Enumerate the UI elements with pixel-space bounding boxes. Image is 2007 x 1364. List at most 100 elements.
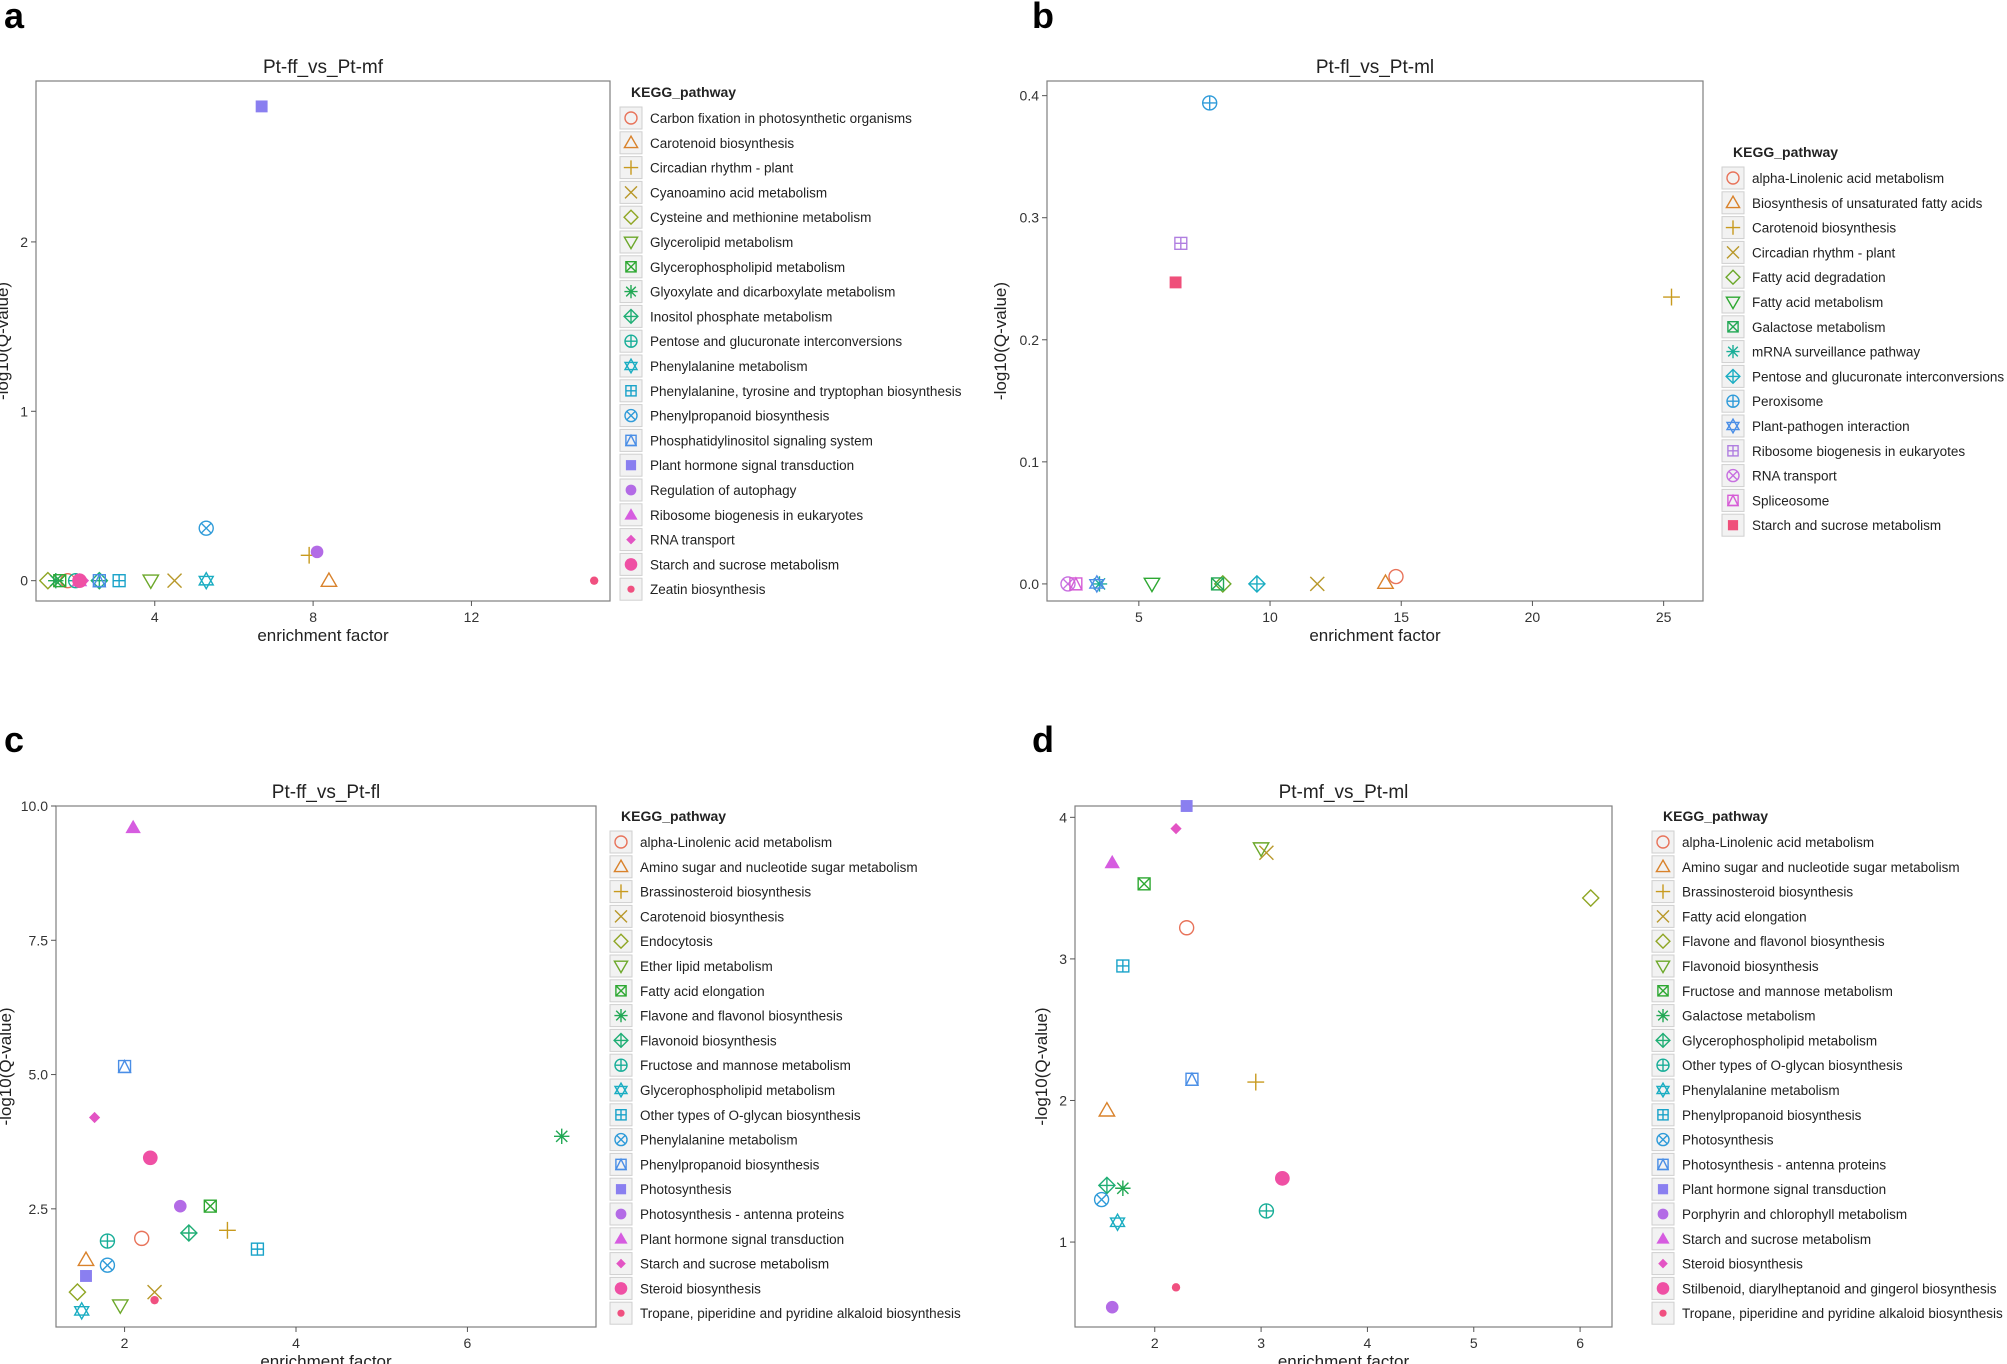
data-point [72, 573, 87, 589]
legend-label: Phosphatidylinositol signaling system [650, 433, 873, 448]
legend-item: alpha-Linolenic acid metabolism [1721, 166, 1944, 190]
legend-label: Glycerolipid metabolism [650, 235, 793, 250]
data-point [1376, 573, 1395, 589]
legend-item: Fatty acid elongation [1651, 904, 1807, 928]
legend-label: mRNA surveillance pathway [1752, 345, 1920, 360]
data-point [1097, 1101, 1116, 1117]
legend-label: Other types of O-glycan biosynthesis [1682, 1058, 1903, 1073]
legend-item: Fatty acid degradation [1721, 265, 1886, 289]
chart-title: Pt-mf_vs_Pt-ml [1279, 782, 1409, 803]
legend-label: Zeatin biosynthesis [650, 582, 766, 597]
legend-label: Plant hormone signal transduction [640, 1232, 844, 1247]
legend-label: Spliceosome [1752, 493, 1829, 508]
plot-frame [1046, 80, 1704, 602]
legend-item: Ribosome biogenesis in eukaryotes [1721, 439, 1965, 463]
legend-label: Glyoxylate and dicarboxylate metabolism [650, 285, 895, 300]
data-point [1171, 1283, 1181, 1292]
legend-item: Endocytosis [609, 929, 713, 953]
y-tick-label: 0.1 [1020, 454, 1040, 470]
y-tick-label: 1 [1059, 1234, 1067, 1250]
chart-title: Pt-ff_vs_Pt-mf [263, 57, 384, 78]
x-tick-label: 6 [464, 1335, 472, 1351]
data-point [1247, 1073, 1265, 1091]
data-point [1105, 1300, 1119, 1314]
legend-item: Starch and sucrose metabolism [609, 1252, 829, 1276]
legend-label: Fructose and mannose metabolism [640, 1058, 851, 1073]
legend-label: Ether lipid metabolism [640, 959, 773, 974]
legend-label: Glycerophospholipid metabolism [1682, 1033, 1877, 1048]
x-axis-label: enrichment factor [260, 1352, 392, 1364]
legend-label: Ribosome biogenesis in eukaryotes [1752, 444, 1965, 459]
y-axis-label: -log10(Q-value) [1032, 1007, 1051, 1125]
data-point [142, 1150, 158, 1166]
y-tick-label: 1 [20, 403, 28, 419]
data-point [1116, 959, 1130, 973]
legend-item: Starch and sucrose metabolism [619, 552, 839, 576]
legend-item: Pentose and glucuronate interconversions [619, 329, 902, 353]
data-point [1093, 1191, 1110, 1208]
data-point [1174, 236, 1188, 250]
data-point [203, 1199, 217, 1213]
panel-letter: d [1032, 719, 1054, 760]
legend-label: Stilbenoid, diarylheptanoid and gingerol… [1682, 1281, 1997, 1296]
data-point [1210, 577, 1225, 591]
data-point [1169, 276, 1182, 289]
legend-item: Plant hormone signal transduction [619, 453, 854, 477]
legend-item: alpha-Linolenic acid metabolism [609, 830, 832, 854]
data-point [147, 1284, 163, 1300]
legend-label: Phenylalanine metabolism [640, 1133, 798, 1148]
legend-item: Plant-pathogen interaction [1721, 414, 1910, 438]
legend-label: Flavone and flavonol biosynthesis [640, 1009, 843, 1024]
y-axis-label: -log10(Q-value) [991, 282, 1010, 400]
x-tick-label: 5 [1470, 1335, 1478, 1351]
panel-letter: b [1032, 0, 1054, 36]
x-axis-label: enrichment factor [257, 626, 389, 645]
x-tick-label: 5 [1135, 609, 1143, 625]
y-tick-label: 0.3 [1020, 210, 1040, 226]
legend-item: Brassinosteroid biosynthesis [609, 880, 811, 904]
legend-item: Regulation of autophagy [619, 478, 797, 502]
legend-item: Phenylalanine, tyrosine and tryptophan b… [619, 379, 962, 403]
legend-label: Peroxisome [1752, 394, 1823, 409]
data-point [1275, 1170, 1290, 1186]
legend-item: Tropane, piperidine and pyridine alkaloi… [609, 1301, 961, 1325]
legend-label: Phenylpropanoid biosynthesis [1682, 1108, 1862, 1123]
data-point [1115, 1180, 1131, 1196]
data-point [320, 571, 338, 587]
legend-label: Plant hormone signal transduction [650, 458, 854, 473]
data-point [111, 1299, 130, 1315]
legend-item: Amino sugar and nucleotide sugar metabol… [1651, 855, 1960, 879]
legend-label: Ribosome biogenesis in eukaryotes [650, 508, 863, 523]
legend-item: Pentose and glucuronate interconversions [1721, 364, 2004, 388]
legend-item: Steroid biosynthesis [609, 1276, 761, 1300]
data-point [141, 574, 160, 590]
data-point [1388, 568, 1404, 585]
y-tick-label: 2 [20, 234, 28, 250]
data-point [198, 571, 215, 591]
legend-label: Galactose metabolism [1682, 1009, 1816, 1024]
legend-item: Photosynthesis - antenna proteins [609, 1202, 844, 1226]
data-point [255, 100, 268, 113]
legend-item: Biosynthesis of unsaturated fatty acids [1721, 191, 1983, 215]
legend-label: Cysteine and methionine metabolism [650, 210, 871, 225]
legend-item: Photosynthesis - antenna proteins [1651, 1152, 1886, 1176]
legend-label: Tropane, piperidine and pyridine alkaloi… [1682, 1306, 2003, 1321]
y-tick-label: 5.0 [29, 1067, 49, 1083]
legend-label: Carotenoid biosynthesis [1752, 221, 1896, 236]
data-point [1180, 800, 1193, 812]
legend-label: Biosynthesis of unsaturated fatty acids [1752, 196, 1983, 211]
legend-label: Circadian rhythm - plant [650, 161, 794, 176]
x-tick-label: 12 [464, 609, 480, 625]
legend-label: Brassinosteroid biosynthesis [640, 885, 811, 900]
legend-item: Photosynthesis [609, 1177, 732, 1201]
data-point [179, 1223, 198, 1243]
legend-label: Starch and sucrose metabolism [650, 557, 839, 572]
data-point [112, 574, 126, 588]
legend-item: Phenylalanine metabolism [619, 354, 808, 378]
legend-item: Fructose and mannose metabolism [1651, 979, 1893, 1003]
legend-item: RNA transport [619, 528, 735, 552]
legend-title: KEGG_pathway [631, 84, 736, 100]
legend-label: Glycerophospholipid metabolism [650, 260, 845, 275]
